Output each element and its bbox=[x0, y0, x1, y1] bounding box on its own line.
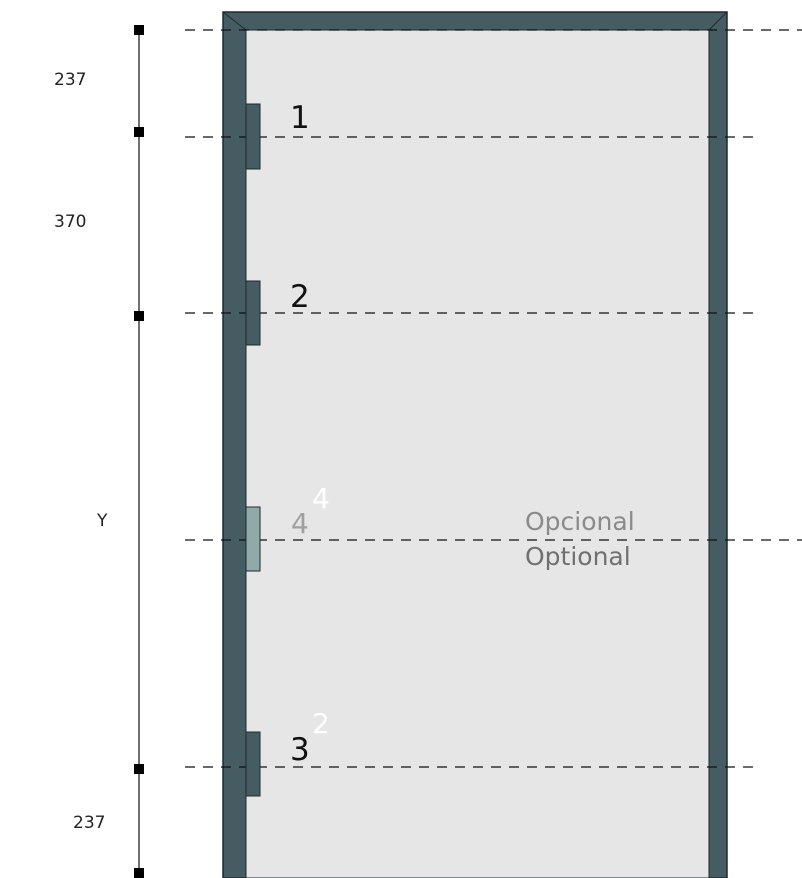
hinge-label-3-superscript: 2 bbox=[312, 707, 330, 740]
reference-lines bbox=[185, 29, 802, 768]
optional-label: Opcional Optional bbox=[525, 507, 635, 571]
hinge-label-4: 4 bbox=[291, 507, 309, 540]
optional-label-es: Opcional bbox=[525, 507, 635, 536]
hinge-3 bbox=[245, 731, 261, 797]
dimension-marker-hinge-1 bbox=[134, 127, 144, 137]
door-frame bbox=[222, 11, 728, 878]
hinge-label-2: 2 bbox=[290, 279, 310, 315]
dimension-labels: 237 370 Y 237 bbox=[54, 70, 108, 833]
dimension-marker-top bbox=[134, 25, 144, 35]
hinge-label-1: 1 bbox=[290, 100, 310, 136]
dimension-marker-hinge-3 bbox=[134, 764, 144, 774]
hinge-labels: 1 2 4 4 3 2 bbox=[290, 100, 330, 768]
hinges bbox=[245, 103, 261, 797]
hinge-label-3: 3 bbox=[290, 732, 310, 768]
hinge-1 bbox=[245, 103, 261, 170]
hinge-label-4-superscript: 4 bbox=[312, 482, 330, 515]
frame-miter-left bbox=[222, 11, 247, 31]
hinge-2 bbox=[245, 280, 261, 346]
dimension-marker-bottom bbox=[134, 868, 144, 878]
door-panel bbox=[245, 29, 710, 878]
dimension-marker-hinge-2 bbox=[134, 311, 144, 321]
optional-label-en: Optional bbox=[525, 542, 631, 571]
hinge-optional bbox=[245, 506, 261, 572]
frame-miter-right bbox=[708, 11, 728, 31]
dimension-line bbox=[134, 25, 144, 878]
dimension-label-y: Y bbox=[96, 511, 108, 531]
dimension-label-1-2: 370 bbox=[54, 212, 86, 232]
dimension-label-bottom: 237 bbox=[73, 813, 105, 833]
dimension-label-top: 237 bbox=[54, 70, 86, 90]
